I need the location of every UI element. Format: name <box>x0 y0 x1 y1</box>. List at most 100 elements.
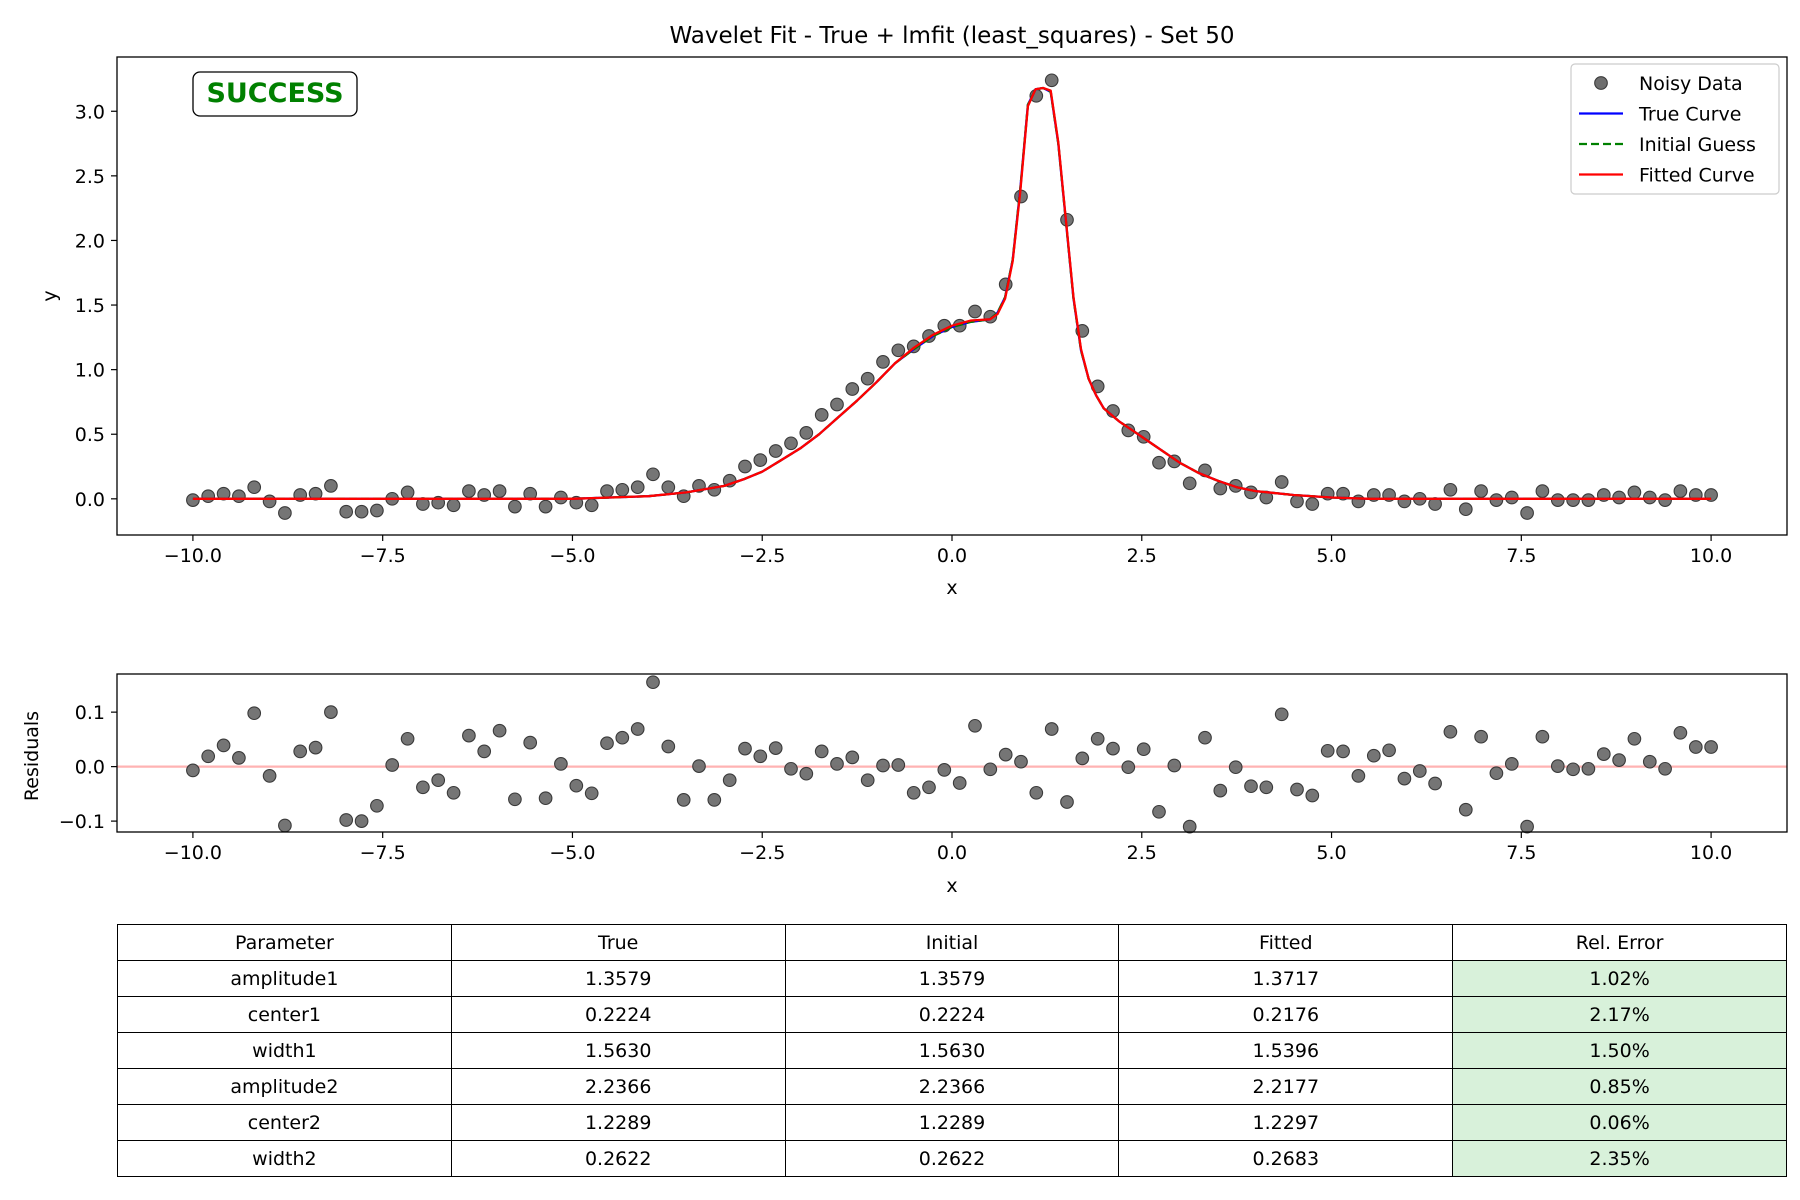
noisy-data-point <box>1121 423 1136 438</box>
residual-point <box>799 766 814 781</box>
residuals-y-tick-label: −0.1 <box>59 811 105 833</box>
noisy-data-point <box>1274 475 1289 489</box>
noisy-data-point <box>891 343 906 358</box>
residual-point <box>998 747 1013 762</box>
table-cell-rel-error: 1.02% <box>1452 960 1787 997</box>
residual-point <box>722 773 737 788</box>
residuals-x-tick-label: 5.0 <box>1316 842 1346 864</box>
table-cell-rel-error: 0.85% <box>1452 1068 1787 1105</box>
table-row: center1 0.2224 0.2224 0.2176 2.17% <box>117 996 1787 1033</box>
residual-point <box>952 776 967 790</box>
residual-point <box>1044 722 1059 736</box>
main-x-tick-label: −2.5 <box>739 545 785 567</box>
legend-noisy-data: Noisy Data <box>1594 73 1743 95</box>
residual-point <box>615 730 630 745</box>
residuals-plot-frame <box>116 673 1788 833</box>
residual-point <box>1274 707 1289 722</box>
residual-point <box>1535 729 1550 744</box>
residual-point <box>538 791 553 806</box>
residual-point <box>1060 795 1074 809</box>
parameter-table: Parameter True Initial Fitted Rel. Error… <box>117 924 1787 1177</box>
table-cell-parameter: amplitude1 <box>117 960 452 997</box>
residual-point <box>1136 742 1151 757</box>
residual-point <box>1520 819 1534 834</box>
noisy-data-point <box>1351 494 1366 509</box>
residual-point <box>1382 743 1396 758</box>
residual-point <box>232 751 246 765</box>
residual-point <box>661 739 676 754</box>
table-cell: 1.2289 <box>450 1104 786 1141</box>
residual-point <box>339 813 354 827</box>
main-chart-title: Wavelet Fit - True + lmfit (least_square… <box>670 23 1235 49</box>
table-header-cell: Fitted <box>1118 924 1454 961</box>
residual-point <box>1474 729 1488 744</box>
noisy-data-point <box>1167 454 1182 469</box>
table-row: width1 1.5630 1.5630 1.5396 1.50% <box>117 1032 1787 1069</box>
noisy-data-point <box>753 453 768 467</box>
residual-point <box>1627 731 1642 746</box>
table-row: width2 0.2622 0.2622 0.2683 2.35% <box>117 1140 1787 1177</box>
noisy-data-point <box>262 494 277 509</box>
noisy-data-point <box>538 499 553 514</box>
noisy-data-point <box>1566 493 1580 507</box>
residual-point <box>1673 725 1688 740</box>
residual-point <box>1090 731 1105 746</box>
table-cell-parameter: center2 <box>117 1104 452 1141</box>
residual-point <box>1198 730 1212 745</box>
residual-point <box>1029 785 1044 800</box>
main-plot: Wavelet Fit - True + lmfit (least_square… <box>39 23 1788 599</box>
main-x-tick-label: −5.0 <box>549 545 595 567</box>
status-badge: SUCCESS <box>192 71 358 117</box>
residual-point <box>983 762 998 777</box>
noisy-data-point <box>1535 484 1550 498</box>
residual-point <box>922 780 936 795</box>
noisy-data-point <box>492 484 507 498</box>
residual-point <box>876 758 890 773</box>
legend-label: True Curve <box>1638 104 1741 126</box>
noisy-data-point <box>308 486 323 501</box>
residual-point <box>1704 740 1718 754</box>
noisy-data-point <box>784 436 798 451</box>
residual-point <box>707 793 722 807</box>
residual-point <box>416 780 430 795</box>
residual-point <box>1550 759 1565 773</box>
residual-point <box>968 718 982 733</box>
residual-point <box>293 744 308 759</box>
noisy-data-point <box>446 498 461 513</box>
table-header-cell: Rel. Error <box>1452 924 1787 961</box>
table-header-row: Parameter True Initial Fitted Rel. Error <box>117 924 1787 961</box>
residuals-x-tick-label: 2.5 <box>1127 842 1157 864</box>
residual-point <box>431 773 446 788</box>
residual-point <box>1259 780 1274 795</box>
residual-point <box>1152 804 1166 819</box>
legend-label: Fitted Curve <box>1639 165 1755 187</box>
noisy-data-point <box>615 482 630 497</box>
noisy-data-point <box>630 480 645 495</box>
noisy-data-point <box>278 506 292 520</box>
residual-point <box>201 749 216 764</box>
residuals-x-tick-label: −2.5 <box>739 842 785 864</box>
table-cell: 2.2366 <box>450 1068 786 1105</box>
residuals-y-tick-label: 0.0 <box>75 757 105 779</box>
residual-point <box>1366 748 1381 763</box>
noisy-data-point <box>1550 493 1565 507</box>
residual-point <box>1489 766 1504 781</box>
noisy-data-point <box>1658 493 1672 507</box>
residuals-x-tick-label: 7.5 <box>1506 842 1536 864</box>
noisy-data-point <box>768 444 783 458</box>
residual-point <box>1412 764 1427 778</box>
table-cell-parameter: center1 <box>117 996 452 1033</box>
noisy-data-point <box>707 482 722 497</box>
residual-point <box>1504 757 1519 771</box>
main-y-tick-label: 2.0 <box>75 230 105 252</box>
table-cell: 1.2289 <box>784 1104 1120 1141</box>
table-cell: 1.3579 <box>784 960 1120 997</box>
residual-point <box>492 723 507 738</box>
residual-point <box>554 757 568 771</box>
table-cell-rel-error: 2.17% <box>1452 996 1787 1033</box>
noisy-data-point <box>1520 506 1534 520</box>
residual-point <box>1443 724 1458 739</box>
residuals-plot: −10.0 −7.5 −5.0 −2.5 0.0 2.5 5.0 7.5 10.0 −0.1 0.… <box>21 673 1788 897</box>
noisy-data-point <box>370 503 384 518</box>
